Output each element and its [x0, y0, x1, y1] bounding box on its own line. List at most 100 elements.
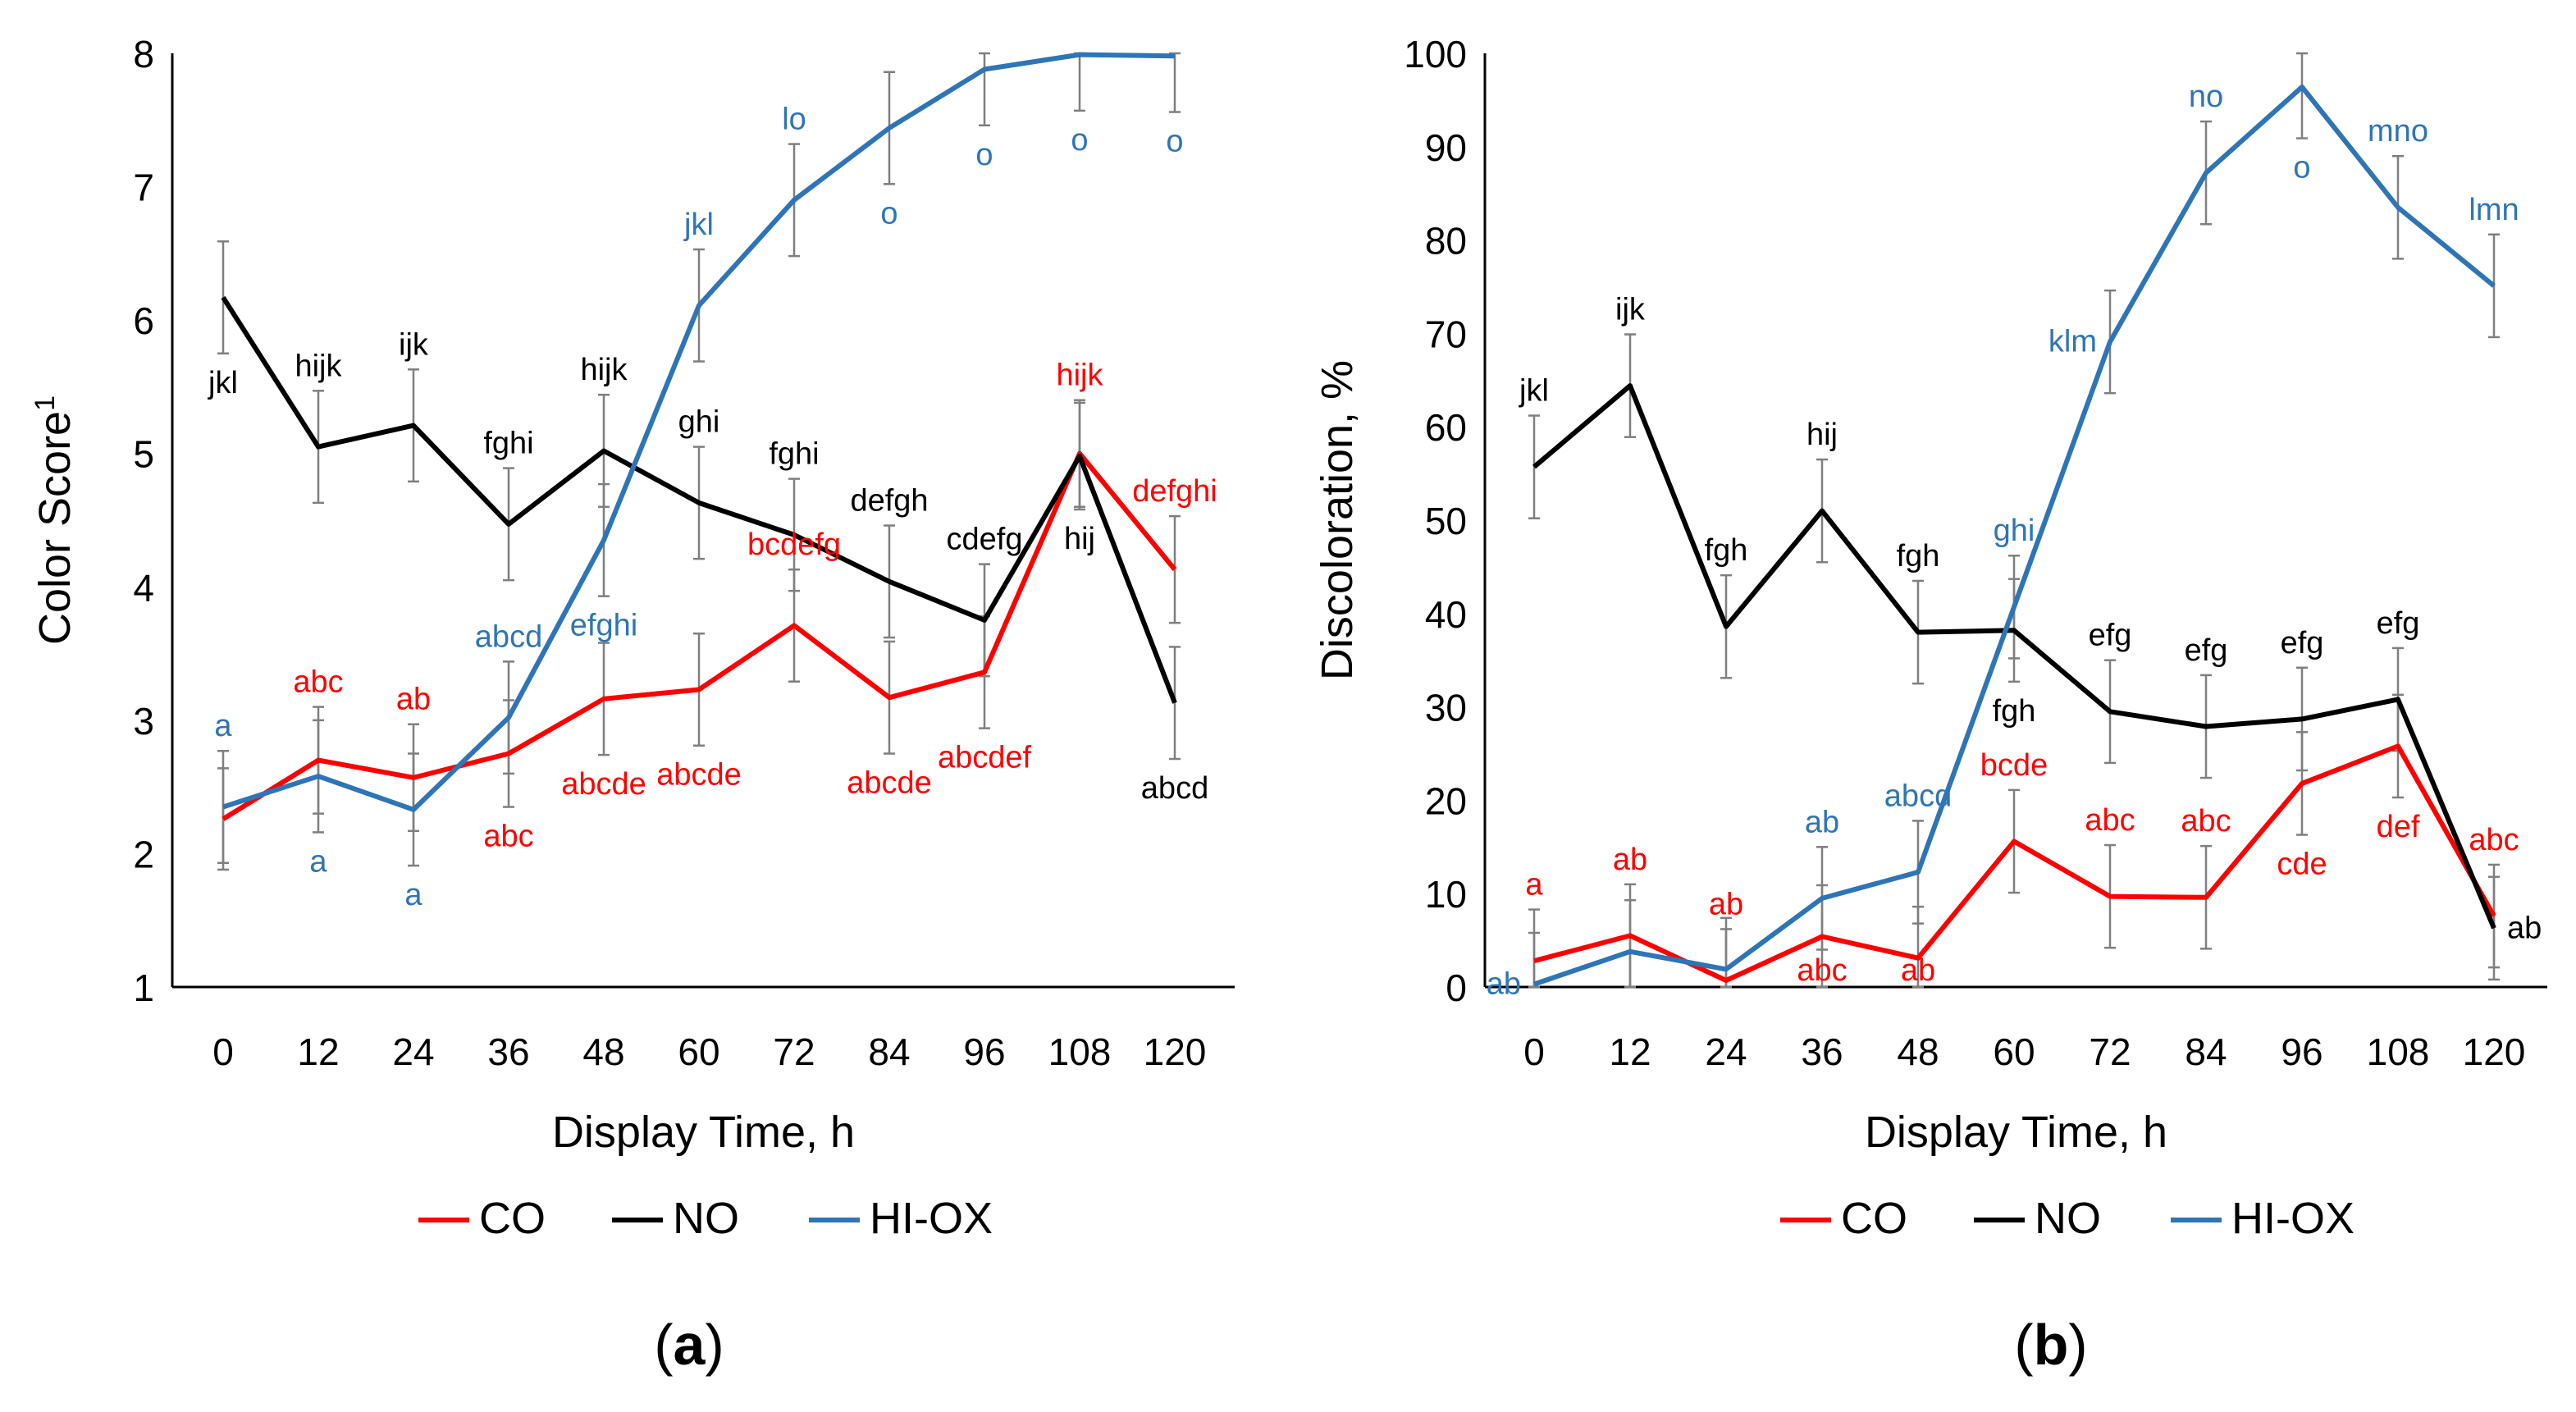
significance-letter: fgh	[1705, 533, 1748, 568]
significance-letter: ab	[396, 683, 431, 717]
significance-letter: jkl	[683, 208, 714, 242]
significance-letter: bcdefg	[747, 528, 841, 562]
significance-letter: lmn	[2469, 193, 2519, 227]
significance-letter: abcde	[561, 767, 646, 802]
significance-letter: ghi	[1994, 514, 2035, 548]
x-tick-label: 48	[1897, 1030, 1939, 1073]
significance-letter: cde	[2277, 848, 2327, 882]
y-tick-label: 1	[133, 966, 154, 1009]
significance-letter: fgh	[1993, 694, 2036, 729]
series-line-no	[221, 295, 1177, 704]
significance-letter: abcd	[1141, 771, 1208, 806]
significance-letter: ghi	[678, 405, 720, 440]
panel-label-paren: (	[654, 1313, 673, 1377]
legend-label-no: NO	[673, 1194, 739, 1243]
significance-letter: o	[1071, 123, 1088, 158]
legend-label-no: NO	[2035, 1194, 2101, 1243]
panel-label-paren: )	[2068, 1313, 2087, 1377]
panel-label-paren: (	[2014, 1313, 2033, 1377]
significance-letter: hij	[1806, 418, 1838, 452]
significance-letter: hij	[1064, 522, 1095, 556]
significance-letter: efghi	[570, 609, 637, 643]
x-tick-label: 108	[2367, 1030, 2430, 1073]
significance-letter: fghi	[483, 427, 533, 461]
x-tick-label: 0	[1523, 1030, 1545, 1073]
series-line-hi-ox	[222, 52, 1176, 812]
series-line-no	[1532, 383, 2496, 930]
y-tick-label: 2	[133, 833, 154, 875]
significance-letter: a	[214, 709, 232, 743]
x-tick-label: 0	[212, 1030, 234, 1073]
significance-letter: o	[2293, 151, 2310, 185]
significance-letter: abcdef	[938, 741, 1032, 775]
x-tick-label: 60	[1993, 1030, 2035, 1073]
significance-letter: ab	[2507, 911, 2542, 945]
significance-letter: bcde	[1980, 748, 2048, 783]
x-tick-label: 96	[2281, 1030, 2323, 1073]
y-tick-label: 50	[1425, 500, 1467, 542]
significance-letter: cdefg	[947, 523, 1023, 557]
significance-letter: mno	[2368, 114, 2428, 149]
series-line-hi-ox	[1533, 85, 2496, 987]
panel-label: (b)	[2014, 1313, 2087, 1377]
panel-label-letter: b	[2034, 1313, 2069, 1377]
x-tick-label: 72	[2089, 1030, 2131, 1073]
significance-letter: ijk	[399, 327, 429, 362]
y-tick-label: 30	[1425, 687, 1467, 729]
significance-letter: abcde	[656, 758, 742, 793]
panel-b-discoloration-chart: 0 10 20 30 40 50 60 70 80 90 100 0 12 24 36 48 60 72 84 96 1…	[1313, 33, 2547, 1377]
significance-letter: ab	[1805, 805, 1839, 839]
legend-label-co: CO	[479, 1194, 546, 1243]
y-tick-label: 5	[133, 433, 154, 476]
x-tick-label: 36	[1801, 1030, 1843, 1073]
significance-letter: hijk	[1056, 359, 1103, 393]
y-tick-label: 80	[1425, 220, 1467, 263]
significance-letter: hijk	[295, 349, 342, 383]
y-tick-label: 90	[1425, 126, 1467, 169]
significance-letter: abc	[483, 820, 533, 854]
legend-label-co: CO	[1841, 1194, 1907, 1243]
x-axis-title: Display Time, h	[1865, 1108, 2167, 1157]
x-tick-label: 108	[1048, 1030, 1112, 1073]
significance-letter: o	[975, 138, 993, 172]
x-tick-label: 12	[297, 1030, 339, 1073]
x-axis-title: Display Time, h	[552, 1108, 855, 1157]
significance-letter: abcd	[1884, 779, 1952, 813]
significance-letter: a	[1525, 868, 1543, 902]
x-tick-label: 36	[487, 1030, 529, 1073]
x-tick-label: 24	[392, 1030, 434, 1073]
significance-letter: jkl	[1519, 374, 1549, 409]
y-axis-title-text: Discoloration, %	[1313, 360, 1362, 680]
x-tick-label: 12	[1609, 1030, 1651, 1073]
y-axis-title: Discoloration, %	[1313, 360, 1362, 680]
y-axis-title: Color Score1	[30, 395, 80, 645]
y-tick-label: 10	[1425, 873, 1467, 916]
legend-label-hi-ox: HI-OX	[870, 1194, 993, 1243]
significance-letter: abc	[293, 665, 343, 700]
x-tick-label: 84	[868, 1030, 910, 1073]
y-tick-label: 6	[133, 299, 154, 342]
y-tick-label: 40	[1425, 593, 1467, 636]
significance-letter: abc	[2085, 803, 2135, 838]
significance-letter: abc	[2181, 804, 2231, 839]
x-tick-label: 72	[773, 1030, 815, 1073]
x-tick-label: 60	[678, 1030, 719, 1073]
significance-letter: jkl	[208, 366, 238, 400]
significance-letter: fghi	[769, 437, 819, 472]
panel-label-paren: )	[705, 1313, 724, 1377]
significance-letter: ab	[1613, 843, 1647, 877]
series-line-co	[222, 450, 1177, 821]
y-tick-label: 7	[133, 167, 154, 209]
y-tick-label: 100	[1404, 33, 1467, 75]
significance-letter: o	[880, 196, 897, 231]
significance-letter: a	[404, 878, 422, 912]
x-tick-label: 120	[2463, 1030, 2526, 1073]
significance-letter: ab	[1709, 887, 1743, 921]
significance-letter: efg	[2089, 619, 2132, 653]
significance-letter: efg	[2377, 606, 2420, 641]
significance-letter: hijk	[580, 353, 628, 387]
y-tick-label: 60	[1425, 406, 1467, 449]
significance-letter: lo	[782, 103, 806, 137]
